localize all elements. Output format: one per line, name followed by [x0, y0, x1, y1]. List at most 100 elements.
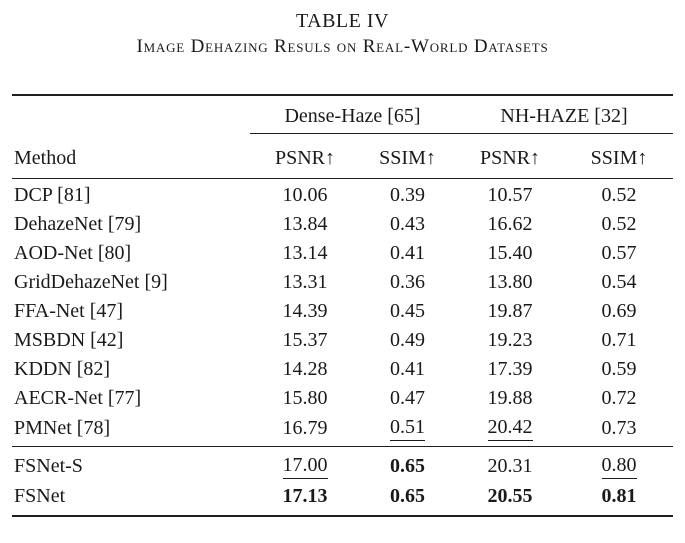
metric-value: 0.51 [390, 417, 425, 441]
metric-value: 19.23 [487, 329, 533, 351]
table-row-proposed: FSNet-S 17.00 0.65 20.31 0.80 [12, 447, 673, 482]
metric-value: 15.37 [282, 329, 328, 351]
metric-value: 0.52 [601, 184, 637, 206]
metric-value: 14.28 [282, 358, 328, 380]
baseline-methods-body: DCP [81] 10.06 0.39 10.57 0.52 DehazeNet [79]… [12, 179, 674, 447]
metric-value: 0.36 [390, 271, 425, 293]
method-cell: KDDN [82] [14, 358, 111, 380]
column-header-ssim-dense: SSIM↑ [360, 133, 456, 179]
value-cell: 14.39 [250, 297, 360, 326]
value-cell: 0.36 [360, 268, 455, 297]
method-column-header: Method [12, 133, 250, 179]
metric-value: 0.71 [601, 329, 637, 351]
column-header-psnr-dense: PSNR↑ [250, 133, 360, 179]
value-cell: 20.55 [455, 482, 565, 517]
metric-value: 0.47 [390, 387, 425, 409]
value-cell: 0.54 [565, 268, 673, 297]
table-row: AECR-Net [77] 15.80 0.47 19.88 0.72 [12, 384, 673, 413]
method-cell: FSNet-S [14, 455, 83, 477]
value-cell: 0.81 [565, 482, 673, 517]
value-cell: 20.42 [455, 412, 566, 447]
metric-value: 19.87 [487, 300, 533, 322]
metric-value: 13.14 [282, 242, 328, 264]
table-row: PMNet [78] 16.79 0.51 20.42 0.73 [12, 412, 674, 447]
value-cell: 0.72 [565, 384, 673, 413]
metric-value: 0.57 [601, 242, 637, 264]
value-cell: 0.69 [565, 297, 673, 326]
method-cell: DCP [81] [14, 184, 91, 206]
method-cell: AOD-Net [80] [14, 242, 132, 264]
metric-value: 17.39 [487, 358, 533, 380]
group-header-dense-haze: Dense-Haze [65] [250, 95, 456, 134]
method-cell: GridDehazeNet [9] [14, 271, 168, 293]
table-row: AOD-Net [80] 13.14 0.41 15.40 0.57 [12, 239, 673, 268]
value-cell: 0.49 [360, 326, 455, 355]
metric-value: 0.43 [390, 213, 425, 235]
value-cell: 0.43 [360, 210, 455, 239]
metric-value: 0.52 [601, 213, 637, 235]
value-cell: 10.57 [455, 179, 565, 210]
value-cell: 0.41 [360, 355, 455, 384]
table-row: FFA-Net [47] 14.39 0.45 19.87 0.69 [12, 297, 673, 326]
metric-value: 10.57 [487, 184, 533, 206]
metric-value: 17.00 [282, 455, 328, 479]
value-cell: 19.87 [455, 297, 565, 326]
value-cell: 0.41 [360, 239, 455, 268]
metric-value: 0.72 [601, 387, 637, 409]
results-table: Dense-Haze [65] NH-HAZE [32] Method PSNR… [12, 94, 674, 517]
metric-value: 10.06 [282, 184, 328, 206]
table-subtitle: Image Dehazing Resuls on Real-World Data… [136, 36, 549, 57]
metric-value: 19.88 [487, 387, 533, 409]
value-cell: 17.39 [455, 355, 565, 384]
metric-value: 20.31 [487, 455, 533, 477]
value-cell: 0.71 [565, 326, 673, 355]
metric-value: 0.39 [390, 184, 425, 206]
value-cell: 13.84 [250, 210, 360, 239]
metric-value: 0.45 [390, 300, 425, 322]
metric-value: 13.84 [282, 213, 328, 235]
metric-value: 15.80 [282, 387, 328, 409]
table-title: TABLE IV [296, 10, 389, 32]
proposed-methods-body: FSNet-S 17.00 0.65 20.31 0.80 FSNet 17.13 0.65 2… [12, 447, 673, 517]
metric-value: 0.54 [601, 271, 637, 293]
value-cell: 14.28 [250, 355, 360, 384]
method-cell: DehazeNet [79] [14, 213, 142, 235]
column-header-psnr-nh: PSNR↑ [455, 133, 566, 179]
method-cell: AECR-Net [77] [14, 387, 142, 409]
value-cell: 0.73 [565, 412, 674, 447]
value-cell: 15.37 [250, 326, 360, 355]
value-cell: 15.40 [455, 239, 565, 268]
value-cell: 0.39 [360, 179, 455, 210]
metric-value: 16.62 [487, 213, 533, 235]
value-cell: 0.80 [565, 447, 673, 482]
value-cell: 13.31 [250, 268, 360, 297]
column-header-row: Method PSNR↑ SSIM↑ PSNR↑ SSIM↑ [12, 133, 674, 179]
method-cell: PMNet [78] [12, 412, 250, 447]
table-caption: TABLE IV Image Dehazing Resuls on Real-W… [0, 0, 685, 60]
value-cell: 17.13 [250, 482, 360, 517]
value-cell: 0.52 [565, 179, 673, 210]
value-cell: 17.00 [250, 447, 360, 482]
metric-value: 15.40 [487, 242, 533, 264]
method-cell: MSBDN [42] [14, 329, 124, 351]
value-cell: 19.88 [455, 384, 565, 413]
metric-value: 0.73 [601, 417, 637, 439]
metric-value: 0.59 [601, 358, 637, 380]
metric-value: 0.65 [390, 455, 425, 477]
metric-value: 16.79 [282, 417, 328, 439]
metric-value: 0.41 [390, 242, 425, 264]
metric-value: 0.81 [601, 485, 637, 507]
method-cell: FSNet [14, 485, 66, 507]
value-cell: 15.80 [250, 384, 360, 413]
metric-value: 17.13 [282, 485, 328, 507]
metric-value: 0.49 [390, 329, 425, 351]
value-cell: 16.62 [455, 210, 565, 239]
metric-value: 0.69 [601, 300, 637, 322]
group-header-nh-haze: NH-HAZE [32] [455, 95, 674, 134]
value-cell: 0.65 [360, 447, 455, 482]
table-row: DehazeNet [79] 13.84 0.43 16.62 0.52 [12, 210, 673, 239]
value-cell: 13.80 [455, 268, 565, 297]
metric-value: 20.42 [487, 417, 533, 441]
metric-value: 14.39 [282, 300, 328, 322]
